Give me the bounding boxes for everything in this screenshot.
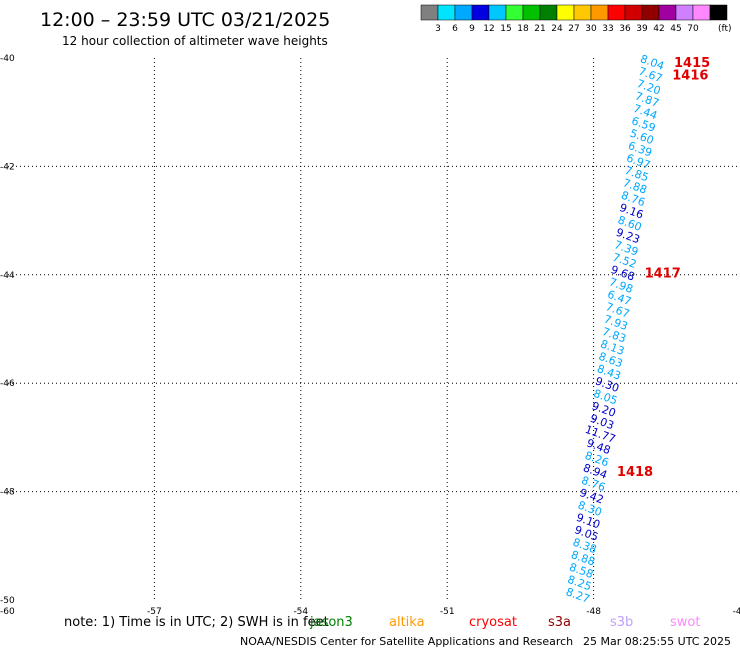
colorbar-swatch <box>641 4 660 21</box>
colorbar-unit: (ft) <box>718 24 732 34</box>
colorbar-swatch <box>709 4 728 21</box>
colorbar-swatch <box>556 4 575 21</box>
page-subtitle: 12 hour collection of altimeter wave hei… <box>62 34 328 48</box>
colorbar-tick-label: 42 <box>653 24 664 34</box>
footnote: note: 1) Time is in UTC; 2) SWH is in fe… <box>64 615 329 630</box>
map-panel: -57 -54 -51 -48 -45 -40 -42 -44 -46 -48 -50 -60 <box>0 54 740 617</box>
longitude-tick-label: -57 <box>147 607 162 617</box>
colorbar-swatch <box>420 4 439 21</box>
satellite-legend-entry: s3b <box>610 615 633 630</box>
colorbar-tick-label: 33 <box>602 24 613 34</box>
track-id-label: 1417 <box>645 267 681 282</box>
colorbar-swatch <box>437 4 456 21</box>
longitude-tick-label: -45 <box>733 607 740 617</box>
satellite-legend-entry: s3a <box>548 615 571 630</box>
colorbar-swatch <box>658 4 677 21</box>
colorbar-tick-label: 15 <box>500 24 511 34</box>
credit-timestamp: 25 Mar 08:25:55 UTC 2025 <box>583 635 731 648</box>
satellite-legend-entry: swot <box>670 615 700 630</box>
longitude-tick-label: -54 <box>293 607 308 617</box>
satellite-legend-entry: cryosat <box>469 615 517 630</box>
colorbar-tick-label: 39 <box>636 24 648 34</box>
track-id-label: 1416 <box>672 68 708 83</box>
latitude-tick-label: -50 <box>0 596 15 606</box>
satellite-legend: jason3 altika cryosat s3a s3b swot <box>309 615 700 630</box>
satellite-legend-entry: jason3 <box>309 615 353 630</box>
corner-tick-label: -60 <box>0 607 15 617</box>
latitude-tick-label: -46 <box>0 379 15 389</box>
colorbar-swatch <box>692 4 711 21</box>
colorbar-swatch <box>471 4 490 21</box>
colorbar-swatch <box>505 4 524 21</box>
colorbar-tick-label: 36 <box>619 24 631 34</box>
colorbar-tick-label: 27 <box>568 24 579 34</box>
colorbar-tick-label: 30 <box>585 24 597 34</box>
colorbar-swatch <box>454 4 473 21</box>
track-id-label: 1418 <box>617 465 653 480</box>
colorbar-swatch <box>539 4 558 21</box>
satellite-legend-entry: altika <box>389 615 425 630</box>
latitude-tick-label: -42 <box>0 162 15 172</box>
page-title: 12:00 – 23:59 UTC 03/21/2025 <box>40 9 330 31</box>
longitude-tick-label: -51 <box>440 607 455 617</box>
credit-agency: NOAA/NESDIS Center for Satellite Applica… <box>240 635 573 648</box>
colorbar-tick-label: 21 <box>534 24 545 34</box>
colorbar-swatch <box>624 4 643 21</box>
latitude-tick-label: -40 <box>0 54 15 64</box>
colorbar-swatch <box>522 4 541 21</box>
colorbar-tick-label: 6 <box>452 24 458 34</box>
colorbar-tick-label: 18 <box>517 24 529 34</box>
colorbar-tick-label: 12 <box>483 24 494 34</box>
colorbar-swatch <box>675 4 694 21</box>
wave-height-track: 8.047.677.207.877.446.595.606.396.977.85… <box>564 52 666 606</box>
colorbar-swatch <box>590 4 609 21</box>
colorbar-tick-label: 70 <box>687 24 699 34</box>
latitude-tick-label: -48 <box>0 488 15 498</box>
longitude-tick-label: -48 <box>586 607 601 617</box>
colorbar-swatch <box>607 4 626 21</box>
latitude-tick-label: -44 <box>0 271 15 281</box>
track-id-label: 1415 <box>674 56 710 71</box>
colorbar-swatch <box>488 4 507 21</box>
colorbar-tick-label: 45 <box>670 24 681 34</box>
colorbar-tick-label: 9 <box>469 24 475 34</box>
colorbar-swatch <box>573 4 592 21</box>
colorbar-legend: 3 6 9 12 15 18 21 24 27 30 33 36 39 42 45 70 (ft) <box>420 4 732 34</box>
colorbar-tick-label: 24 <box>551 24 563 34</box>
colorbar-tick-label: 3 <box>435 24 441 34</box>
